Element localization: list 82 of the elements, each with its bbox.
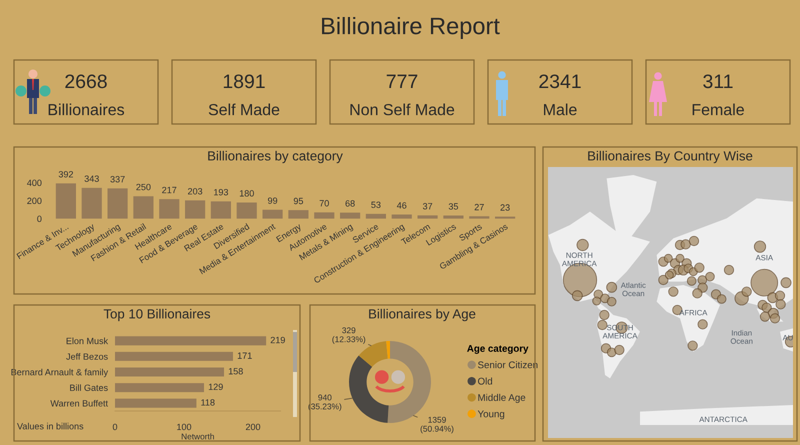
- data-label: 1891: [224, 74, 265, 88]
- bar: [236, 202, 257, 219]
- x-tick-label: 200: [246, 424, 260, 430]
- data-label: 1359 (50.94%): [420, 416, 454, 434]
- data-label: 118: [201, 399, 215, 406]
- data-label: 219: [270, 336, 285, 344]
- bar: [185, 200, 206, 219]
- data-label: 329 (12.33%): [332, 327, 366, 344]
- chart-title: Billionaires by category: [208, 150, 343, 164]
- category-label: Female: [692, 104, 744, 116]
- bar: [56, 183, 76, 219]
- x-axis-title: Networth: [182, 433, 214, 440]
- legend-label: Young: [478, 410, 504, 420]
- data-label: 203: [188, 188, 202, 194]
- bar: [392, 214, 412, 219]
- bar: [115, 352, 233, 361]
- data-label: 158: [228, 368, 243, 374]
- category-label: Billionaires: [48, 104, 124, 116]
- y-tick-label: Warren Buffett: [50, 400, 108, 407]
- data-label: 68: [346, 200, 355, 207]
- data-label: 180: [240, 190, 254, 197]
- data-label: 70: [320, 200, 329, 206]
- bar: [115, 398, 196, 408]
- bar: [82, 188, 102, 219]
- y-tick-label: 0: [37, 216, 42, 222]
- data-label: 23: [500, 204, 510, 211]
- text: Values in billions: [17, 422, 84, 430]
- category-label: Non Self Made: [350, 104, 454, 116]
- bar: [210, 201, 231, 219]
- y-tick-label: Bill Gates: [70, 384, 108, 391]
- data-label: 53: [371, 202, 381, 208]
- legend-title: Age category: [467, 345, 528, 354]
- x-tick-label: 0: [112, 424, 118, 430]
- data-label: 777: [386, 74, 418, 88]
- data-label: 2668: [65, 74, 107, 88]
- bar: [314, 212, 334, 219]
- x-tick-label: 100: [177, 424, 192, 430]
- donut-slice: [386, 341, 390, 359]
- bar: [115, 367, 224, 377]
- bar: [366, 214, 386, 219]
- category-label: Self Made: [208, 104, 280, 116]
- bar: [418, 215, 438, 219]
- data-label: 37: [422, 203, 432, 210]
- data-label: 250: [136, 184, 151, 190]
- data-label: 193: [214, 188, 228, 196]
- data-label: 337: [110, 176, 125, 182]
- y-tick-label: 200: [27, 198, 42, 204]
- legend-label: Old: [478, 377, 492, 385]
- y-tick-label: Jeff Bezos: [66, 353, 108, 360]
- bar: [108, 188, 128, 219]
- bar: [340, 212, 360, 219]
- legend-label: Middle Age: [478, 394, 526, 403]
- data-label: 392: [58, 171, 73, 178]
- data-label: 129: [208, 384, 223, 390]
- data-label: 2341: [539, 74, 581, 88]
- data-label: 35: [448, 203, 458, 210]
- donut-slice: [349, 356, 389, 423]
- bar: [288, 210, 308, 219]
- y-tick-label: Elon Musk: [66, 338, 108, 344]
- data-label: 99: [268, 197, 278, 204]
- data-label: 217: [162, 186, 176, 194]
- data-label: 27: [474, 204, 484, 210]
- data-label: 311: [703, 74, 733, 88]
- y-tick-label: Bernard Arnault & family: [11, 368, 108, 378]
- text: Billionaires By Country Wise: [588, 150, 752, 164]
- bar: [443, 216, 464, 219]
- bar: [115, 336, 266, 346]
- data-label: 940 (35.23%): [308, 394, 342, 412]
- bar: [133, 196, 154, 219]
- data-label: 343: [84, 175, 99, 182]
- bar: [115, 383, 204, 392]
- y-tick-label: 400: [27, 180, 42, 186]
- legend-label: Senior Citizen: [478, 361, 538, 368]
- chart-title: Top 10 Billionaires: [104, 308, 210, 322]
- bar: [262, 210, 283, 219]
- data-label: 46: [396, 202, 406, 209]
- bar: [159, 199, 180, 219]
- text: Billionaire Report: [322, 16, 500, 40]
- chart-title: Billionaires by Age: [369, 308, 476, 322]
- data-label: 95: [294, 198, 304, 204]
- category-label: Male: [544, 104, 577, 116]
- data-label: 171: [238, 352, 252, 359]
